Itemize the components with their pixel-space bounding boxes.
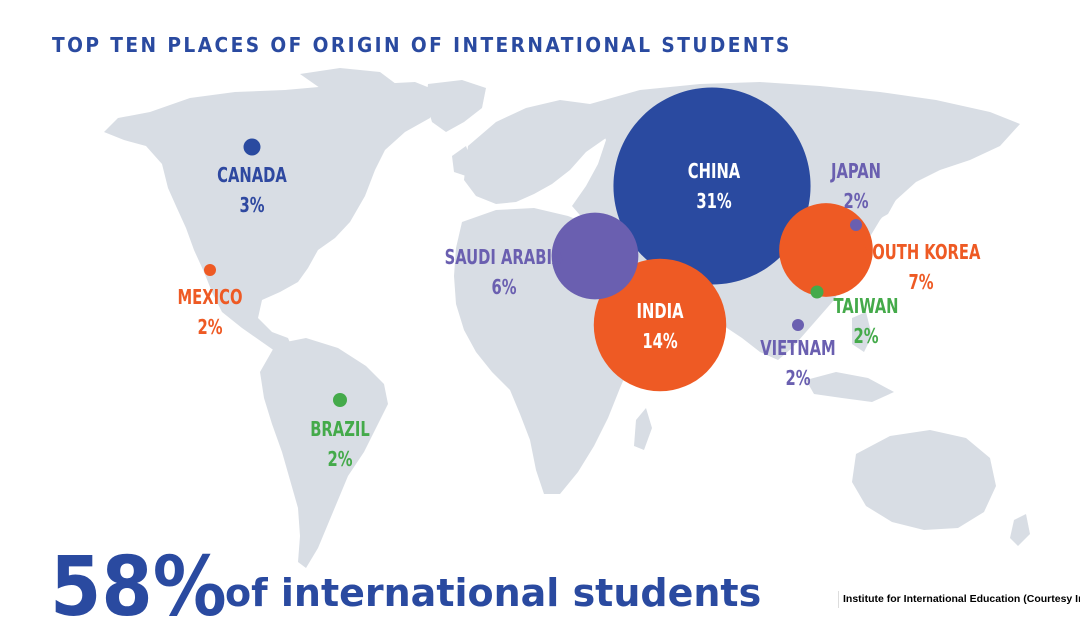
marker-saudi-arabia — [551, 212, 639, 300]
greenland-landmass — [426, 80, 486, 132]
label-brazil-name: BRAZIL — [310, 417, 370, 441]
label-taiwan-percent: 2% — [853, 324, 879, 348]
marker-china — [613, 87, 811, 285]
label-south-korea: SOUTH KOREA 7% — [862, 237, 981, 297]
label-brazil: BRAZIL 2% — [310, 414, 370, 474]
label-taiwan: TAIWAN 2% — [833, 291, 898, 351]
place-markers — [204, 87, 873, 407]
label-south-korea-name: SOUTH KOREA — [861, 240, 981, 264]
label-south-korea-percent: 7% — [908, 270, 934, 294]
label-canada-name: CANADA — [217, 163, 287, 187]
marker-india — [593, 258, 727, 392]
new-zealand-landmass — [1010, 514, 1030, 546]
label-saudi-arabia-percent: 6% — [491, 275, 517, 299]
label-china: CHINA 31% — [688, 156, 740, 216]
label-vietnam: VIETNAM 2% — [760, 333, 836, 393]
label-japan-name: JAPAN — [831, 159, 881, 183]
label-saudi-arabia: SAUDI ARABIA 6% — [445, 242, 564, 302]
north-america-landmass — [104, 82, 440, 356]
label-vietnam-name: VIETNAM — [760, 336, 836, 360]
infographic-title: TOP TEN PLACES OF ORIGIN OF INTERNATIONA… — [52, 33, 792, 57]
label-japan-percent: 2% — [843, 189, 869, 213]
label-india-name: INDIA — [636, 299, 684, 323]
europe-landmass — [464, 100, 616, 204]
label-vietnam-percent: 2% — [785, 366, 811, 390]
label-japan: JAPAN 2% — [831, 156, 881, 216]
label-mexico: MEXICO 2% — [177, 282, 242, 342]
label-mexico-percent: 2% — [197, 315, 223, 339]
summary-big-percent: 58% — [50, 540, 227, 635]
label-saudi-arabia-name: SAUDI ARABIA — [444, 245, 564, 269]
summary-text: of international students — [225, 571, 762, 615]
marker-taiwan — [810, 285, 824, 299]
world-map — [104, 68, 1030, 568]
image-credit: Institute for International Education (C… — [838, 591, 1080, 608]
label-china-percent: 31% — [696, 189, 732, 213]
label-china-name: CHINA — [687, 159, 741, 183]
madagascar-landmass — [634, 408, 652, 450]
label-canada-percent: 3% — [239, 193, 265, 217]
uk-landmass — [452, 146, 472, 176]
south-america-landmass — [260, 338, 388, 568]
label-india-percent: 14% — [642, 329, 678, 353]
marker-japan — [850, 219, 862, 231]
arctic-islands-landmass — [300, 68, 396, 88]
label-india: INDIA 14% — [637, 296, 684, 356]
marker-south-korea — [779, 203, 873, 297]
marker-brazil — [333, 393, 347, 407]
label-mexico-name: MEXICO — [177, 285, 243, 309]
japan-landmass — [868, 176, 898, 222]
label-taiwan-name: TAIWAN — [833, 294, 899, 318]
australia-landmass — [852, 430, 996, 530]
label-canada: CANADA 3% — [217, 160, 287, 220]
marker-vietnam — [792, 319, 804, 331]
marker-mexico — [204, 264, 216, 276]
philippines-landmass — [852, 312, 872, 352]
label-brazil-percent: 2% — [327, 447, 353, 471]
southeast-asia-islands-landmass — [806, 372, 894, 402]
marker-canada — [243, 138, 261, 156]
